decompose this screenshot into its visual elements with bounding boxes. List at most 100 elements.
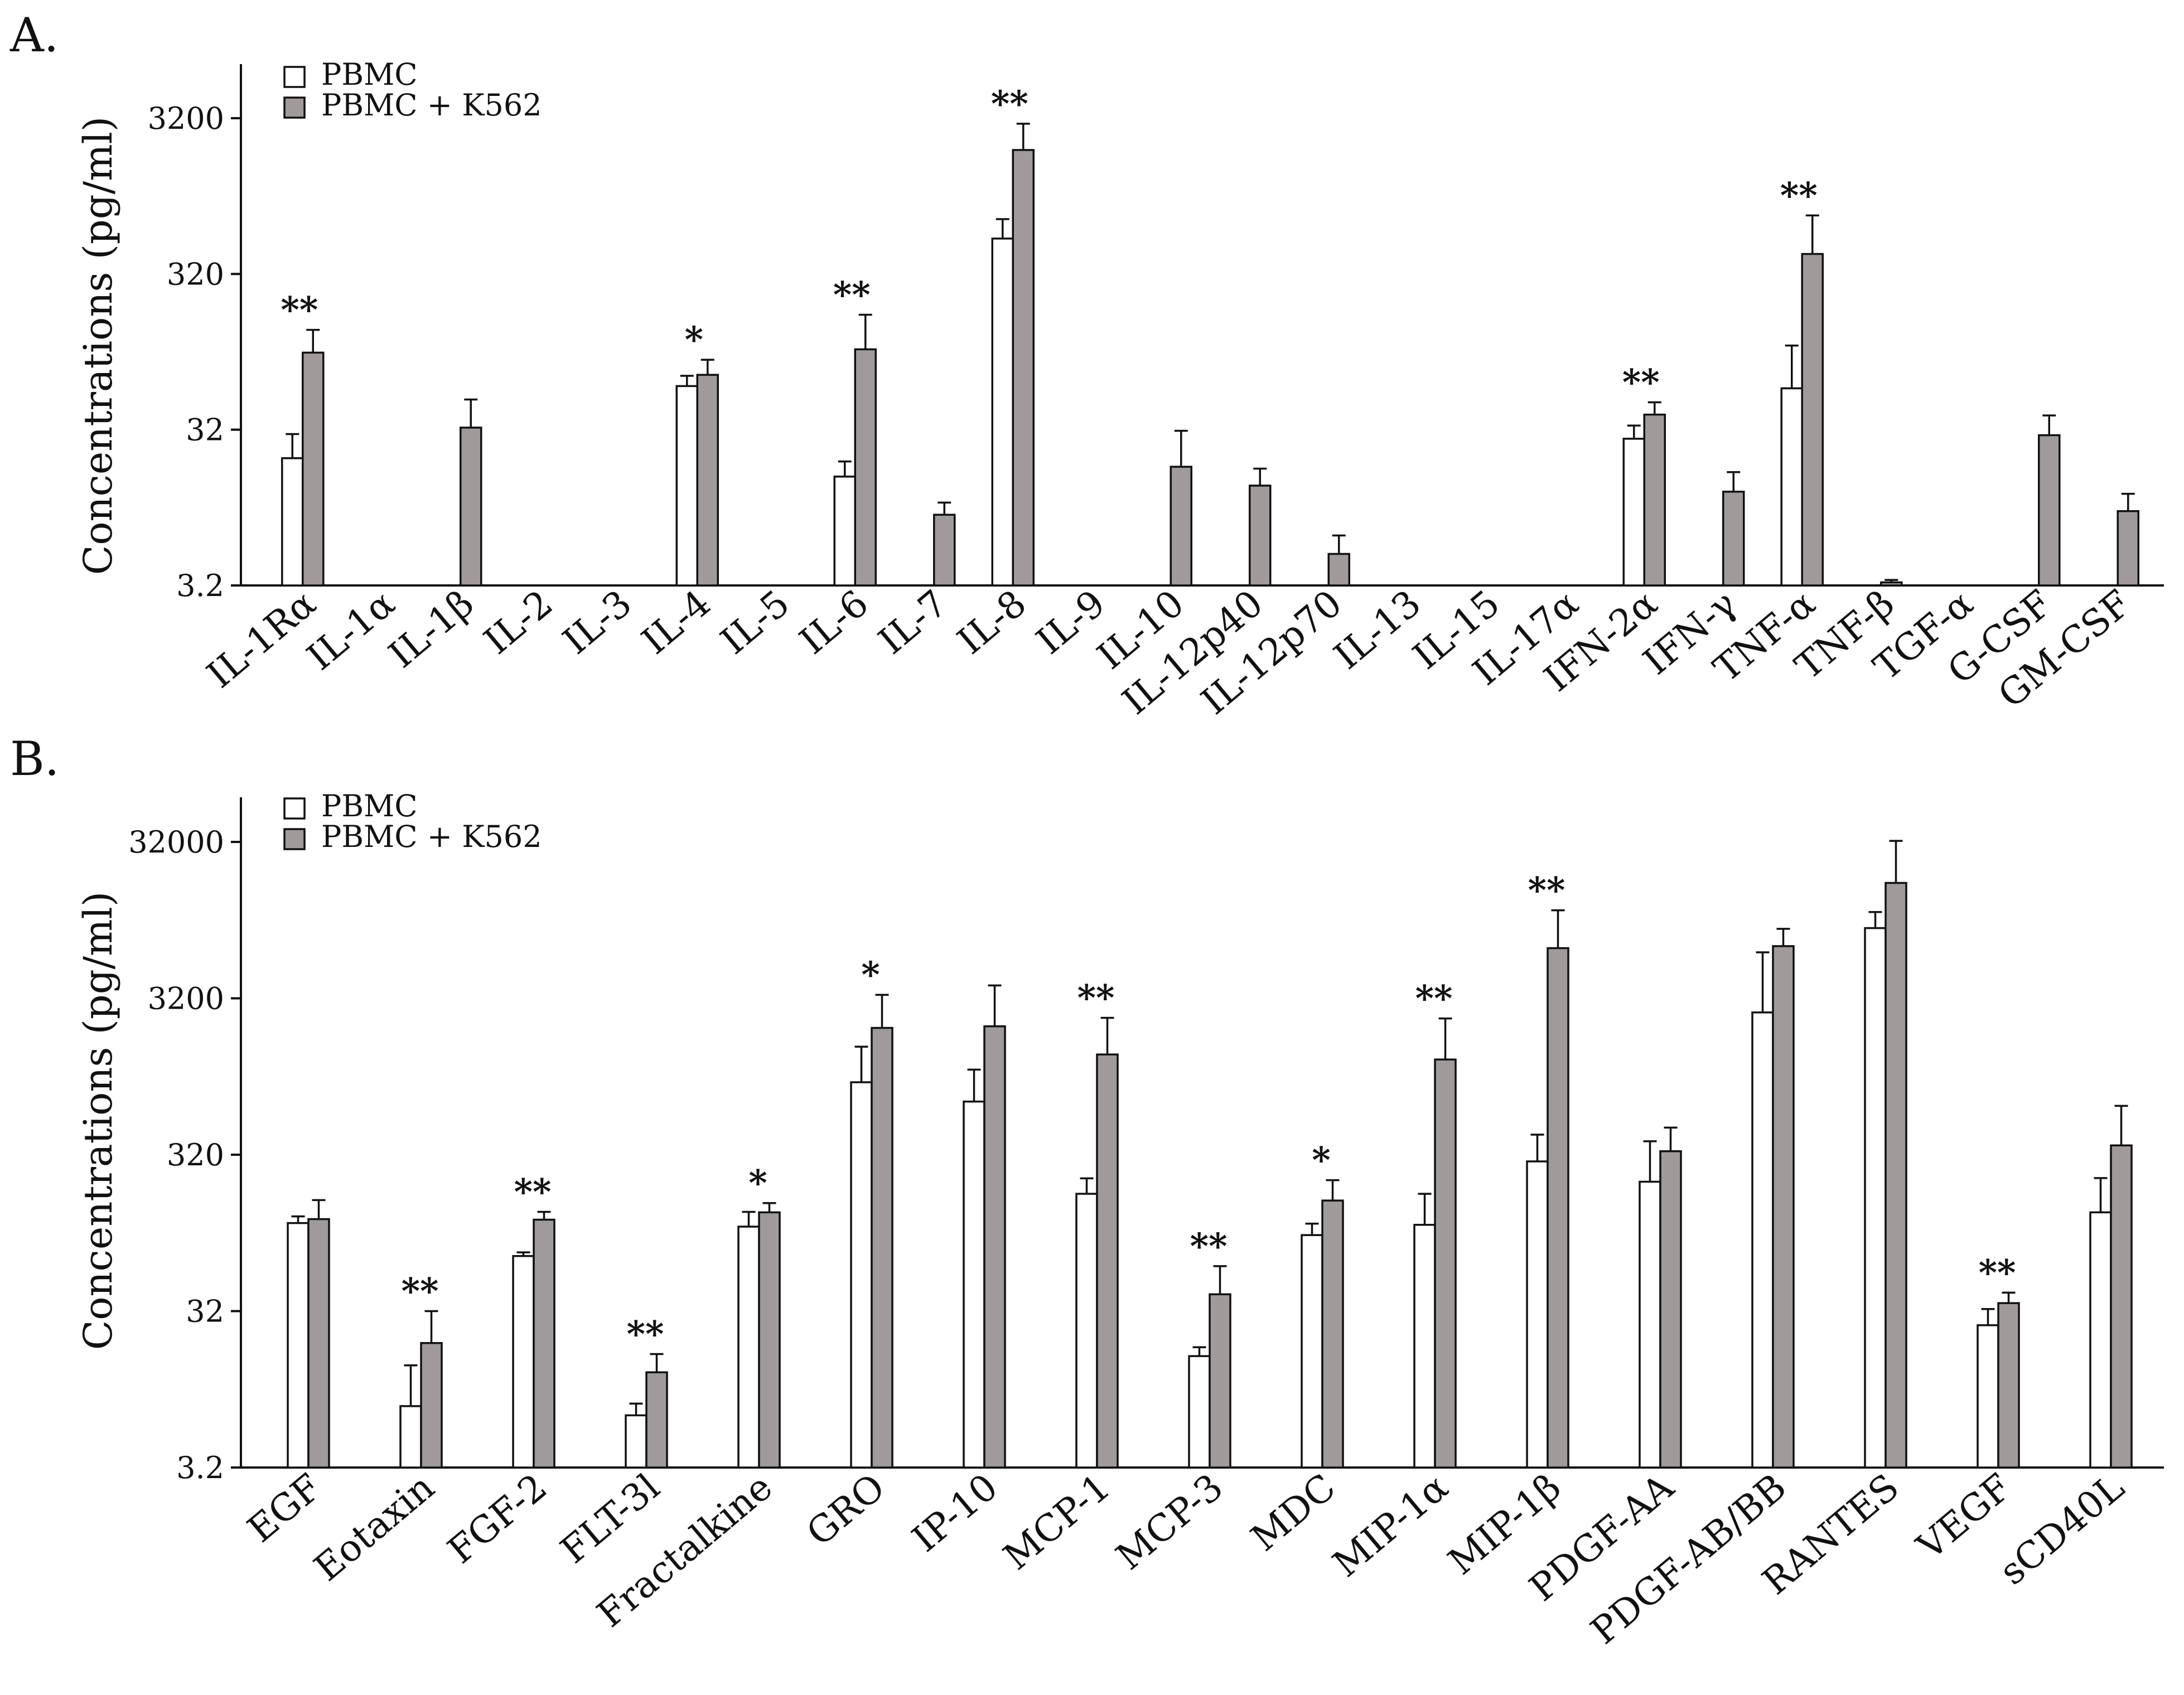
- bar-pbmc: [2089, 1211, 2112, 1469]
- bar-pbmc: [1301, 1234, 1323, 1469]
- x-category-label: Eotaxin: [306, 1465, 443, 1590]
- y-tick-label: 3.2: [176, 1450, 224, 1485]
- bar-pbmc-k562: [533, 1218, 555, 1469]
- bar-pbmc-k562: [1327, 553, 1350, 587]
- bar-pbmc: [1780, 387, 1803, 587]
- bar-pbmc-k562: [1321, 1199, 1344, 1469]
- bar-pbmc-k562: [1012, 149, 1035, 587]
- significance-marker: **: [1190, 1226, 1228, 1267]
- y-tick-label: 3200: [148, 981, 224, 1016]
- significance-marker: *: [861, 954, 880, 996]
- x-category-label: IL-13: [1326, 582, 1429, 677]
- significance-marker: **: [514, 1171, 552, 1213]
- bar-pbmc-k562: [1547, 947, 1569, 1469]
- bar-pbmc: [512, 1255, 535, 1469]
- panel-label-a: A.: [9, 8, 59, 62]
- x-category-label: FGF-2: [439, 1465, 555, 1572]
- legend-label-pbmc: PBMC: [321, 57, 418, 92]
- bar-pbmc-k562: [1885, 882, 1907, 1469]
- significance-marker: *: [1312, 1140, 1330, 1181]
- bar-pbmc-k562: [1249, 485, 1272, 587]
- x-category-label: MIP-1α: [1325, 1465, 1456, 1585]
- legend-swatch-pbmc: [283, 797, 306, 820]
- bar-pbmc-k562: [1880, 581, 1903, 587]
- bar-pbmc-k562: [1643, 413, 1666, 587]
- bar-pbmc: [991, 238, 1014, 587]
- bar-pbmc-k562: [1209, 1293, 1231, 1469]
- bar-pbmc-k562: [645, 1371, 668, 1469]
- x-category-label: IL-1β: [381, 582, 482, 676]
- bar-pbmc: [1977, 1324, 1999, 1469]
- bar-pbmc: [287, 1222, 310, 1469]
- bar-pbmc: [833, 476, 856, 587]
- significance-marker: *: [748, 1163, 767, 1204]
- x-category-label: PDGF-AB/BB: [1583, 1465, 1794, 1653]
- bar-pbmc-k562: [933, 514, 956, 587]
- bar-pbmc-k562: [1659, 1150, 1682, 1469]
- x-category-label: IL-5: [713, 582, 798, 662]
- legend-swatch-pbmc-k562: [283, 828, 306, 850]
- x-category-label: MCP-1: [996, 1465, 1118, 1578]
- y-axis-title-b: Concentrations (pg/ml): [75, 892, 121, 1350]
- bar-pbmc-k562: [983, 1025, 1006, 1469]
- bar-pbmc: [399, 1405, 422, 1469]
- bar-pbmc-k562: [758, 1211, 781, 1469]
- bar-pbmc-k562: [1170, 466, 1192, 587]
- y-axis-title-a: Concentrations (pg/ml): [75, 117, 121, 575]
- bar-pbmc-k562: [420, 1342, 443, 1469]
- bar-pbmc: [675, 385, 698, 587]
- legend-label-pbmc: PBMC: [321, 788, 418, 824]
- significance-marker: **: [1622, 361, 1660, 403]
- significance-marker: **: [1528, 870, 1565, 912]
- x-category-label: IL-8: [949, 582, 1034, 662]
- x-category-label: MCP-3: [1108, 1465, 1231, 1578]
- bar-pbmc-k562: [1722, 491, 1745, 587]
- bar-pbmc: [1639, 1180, 1661, 1469]
- bar-pbmc-k562: [307, 1218, 330, 1469]
- y-tick-label: 32: [186, 413, 224, 448]
- bar-pbmc-k562: [2117, 510, 2139, 587]
- significance-marker: **: [1780, 175, 1818, 216]
- bar-pbmc-k562: [1096, 1053, 1119, 1469]
- bar-pbmc: [625, 1414, 648, 1469]
- panel-a: A. Concentrations (pg/ml) 3.2 32 320 3200 PB…: [9, 8, 2164, 723]
- significance-marker: **: [1415, 978, 1453, 1020]
- y-tick-label: 32000: [128, 825, 224, 860]
- x-category-label: IL-2: [476, 582, 561, 662]
- significance-marker: **: [281, 289, 318, 331]
- bar-pbmc-k562: [1772, 945, 1795, 1469]
- significance-marker: **: [991, 83, 1028, 125]
- x-category-label: IL-3: [555, 582, 640, 662]
- x-category-label: EGF: [239, 1465, 330, 1551]
- bar-pbmc-k562: [460, 427, 482, 587]
- y-tick-label: 320: [167, 1137, 224, 1173]
- legend-swatch-pbmc-k562: [283, 96, 306, 119]
- x-category-label: IL-6: [791, 582, 876, 662]
- panel-b: B. Concentrations (pg/ml) 3.2 32 320 3200 32…: [10, 732, 2164, 1653]
- bar-pbmc: [1188, 1355, 1211, 1469]
- significance-marker: **: [833, 274, 871, 316]
- bar-pbmc-k562: [1801, 253, 1824, 587]
- bar-pbmc: [1075, 1193, 1098, 1469]
- bar-pbmc: [963, 1100, 985, 1469]
- bar-pbmc: [1751, 1011, 1774, 1469]
- bar-pbmc: [1864, 927, 1887, 1469]
- bar-pbmc-k562: [854, 348, 877, 587]
- legend-label-pbmc-k562: PBMC + K562: [321, 88, 542, 123]
- legend-label-pbmc-k562: PBMC + K562: [321, 819, 542, 854]
- y-tick-label: 3200: [148, 101, 224, 136]
- x-category-label: IL-7: [871, 582, 955, 662]
- bar-pbmc-k562: [1434, 1058, 1457, 1469]
- x-category-label: IP-10: [904, 1465, 1006, 1560]
- bar-pbmc: [281, 457, 304, 587]
- bar-pbmc-k562: [696, 374, 719, 587]
- significance-marker: *: [685, 319, 703, 361]
- legend-swatch-pbmc: [283, 66, 306, 88]
- bar-pbmc: [1413, 1223, 1436, 1469]
- x-category-label: IL-4: [634, 582, 718, 662]
- bar-pbmc: [1622, 438, 1645, 587]
- bar-pbmc-k562: [302, 351, 325, 587]
- x-category-label: GRO: [799, 1465, 893, 1554]
